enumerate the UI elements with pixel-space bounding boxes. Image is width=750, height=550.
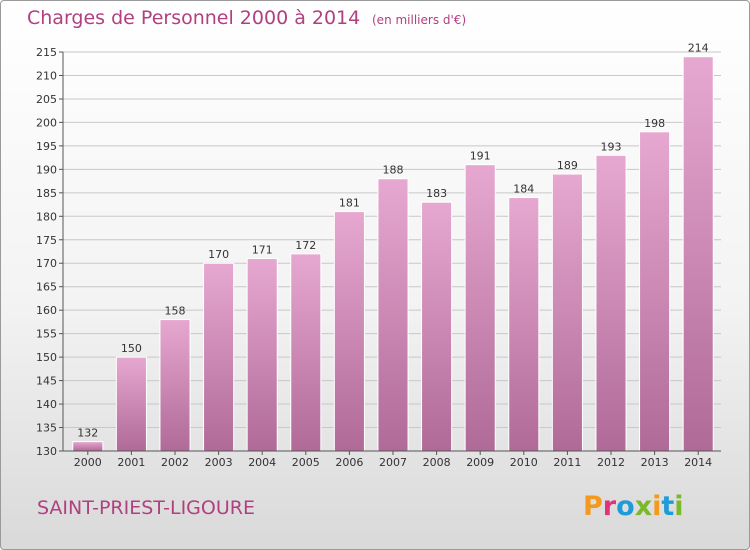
y-tick-label: 205 xyxy=(36,93,57,106)
y-tick-label: 150 xyxy=(36,351,57,364)
x-tick-label-2010: 2010 xyxy=(510,456,538,469)
logo-letter: t xyxy=(661,491,675,522)
chart-subtitle: (en milliers d'€) xyxy=(372,13,467,27)
logo-letter: i xyxy=(674,491,684,522)
y-tick-label: 190 xyxy=(36,163,57,176)
data-label-2005: 172 xyxy=(295,239,316,252)
y-tick-label: 130 xyxy=(36,445,57,458)
x-tick-label-2001: 2001 xyxy=(117,456,145,469)
bar-2010 xyxy=(508,197,540,452)
x-tick-label-2006: 2006 xyxy=(335,456,363,469)
data-label-2013: 198 xyxy=(644,117,665,130)
bar-2009 xyxy=(464,164,496,452)
data-label-2006: 181 xyxy=(339,197,360,210)
bar-2000 xyxy=(72,441,104,452)
y-tick-label: 165 xyxy=(36,281,57,294)
x-tick-label-2011: 2011 xyxy=(553,456,581,469)
data-label-2004: 171 xyxy=(252,244,273,257)
x-tick-label-2000: 2000 xyxy=(74,456,102,469)
bars: 132 150 158 170 171 172 181 188 183 191 184 189 193 1… xyxy=(72,42,714,452)
data-label-2000: 132 xyxy=(77,427,98,440)
x-tick-label-2002: 2002 xyxy=(161,456,189,469)
bar-2003 xyxy=(203,262,235,452)
commune-name: SAINT-PRIEST-LIGOURE xyxy=(37,497,255,519)
y-tick-label: 145 xyxy=(36,375,57,388)
logo-letter: o xyxy=(616,491,635,522)
data-label-2008: 183 xyxy=(426,187,447,200)
bar-2008 xyxy=(421,201,453,452)
data-label-2001: 150 xyxy=(121,342,142,355)
proxiti-logo: Proxiti xyxy=(583,491,684,522)
data-label-2003: 170 xyxy=(208,248,229,261)
data-label-2014: 214 xyxy=(688,42,709,55)
data-label-2010: 184 xyxy=(513,183,534,196)
y-tick-label: 180 xyxy=(36,210,57,223)
data-label-2011: 189 xyxy=(557,159,578,172)
bar-2014 xyxy=(682,56,714,452)
data-label-2002: 158 xyxy=(165,305,186,318)
data-label-2012: 193 xyxy=(601,140,622,153)
y-tick-label: 140 xyxy=(36,398,57,411)
data-label-2007: 188 xyxy=(383,164,404,177)
bar-2007 xyxy=(377,178,409,452)
x-tick-label-2008: 2008 xyxy=(423,456,451,469)
bar-2013 xyxy=(639,131,671,452)
y-tick-label: 185 xyxy=(36,187,57,200)
bar-2011 xyxy=(551,173,583,452)
y-tick-label: 160 xyxy=(36,304,57,317)
axes: 130 135 140 145 150 155 160 165 170 175 180 185 190 1… xyxy=(36,46,721,469)
y-tick-label: 175 xyxy=(36,234,57,247)
y-tick-label: 155 xyxy=(36,328,57,341)
bar-2002 xyxy=(159,319,191,452)
bar-2005 xyxy=(290,253,322,452)
x-tick-label-2014: 2014 xyxy=(684,456,712,469)
chart-title: Charges de Personnel 2000 à 2014 xyxy=(27,7,361,29)
x-tick-label-2013: 2013 xyxy=(641,456,669,469)
bar-2006 xyxy=(333,211,365,452)
y-tick-label: 135 xyxy=(36,422,57,435)
y-tick-label: 200 xyxy=(36,116,57,129)
y-tick-label: 195 xyxy=(36,140,57,153)
y-tick-label: 215 xyxy=(36,46,57,59)
logo-letter: r xyxy=(602,491,617,522)
x-tick-label-2005: 2005 xyxy=(292,456,320,469)
bar-2001 xyxy=(115,356,147,452)
logo-letter: i xyxy=(652,491,662,522)
x-tick-label-2003: 2003 xyxy=(205,456,233,469)
x-tick-label-2009: 2009 xyxy=(466,456,494,469)
y-tick-label: 210 xyxy=(36,69,57,82)
bar-2004 xyxy=(246,258,278,452)
logo-letter: P xyxy=(583,491,603,522)
data-label-2009: 191 xyxy=(470,150,491,163)
x-tick-label-2004: 2004 xyxy=(248,456,276,469)
x-tick-label-2007: 2007 xyxy=(379,456,407,469)
logo-letter: x xyxy=(634,491,653,522)
y-tick-label: 170 xyxy=(36,257,57,270)
bar-2012 xyxy=(595,154,627,452)
x-tick-label-2012: 2012 xyxy=(597,456,625,469)
